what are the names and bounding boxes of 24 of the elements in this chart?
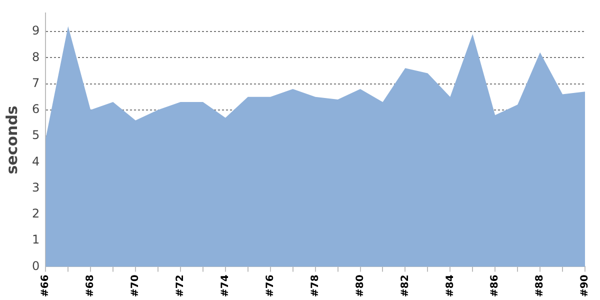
x-tick-label: #84: [444, 274, 456, 297]
x-tick-label: #76: [264, 274, 276, 297]
x-tick-label: #68: [85, 274, 96, 297]
x-tick-label: #66: [40, 274, 52, 297]
y-tick-label: 6: [32, 102, 40, 116]
y-tick-label: 4: [32, 154, 40, 168]
x-tick-label: #86: [490, 274, 501, 297]
y-tick-label: 3: [32, 180, 40, 194]
x-tick-label: #78: [310, 274, 321, 297]
y-tick-label: 0: [32, 258, 40, 273]
y-tick-label: 9: [32, 24, 40, 38]
y-tick-label: 2: [32, 206, 40, 221]
y-tick-label: 5: [32, 128, 40, 142]
x-tick-label: #70: [130, 274, 142, 297]
x-tick-label: #72: [175, 274, 186, 297]
x-tick-label: #82: [400, 274, 411, 297]
x-tick-label: #80: [354, 274, 366, 297]
y-tick-label: 7: [32, 76, 40, 90]
x-tick-label: #88: [534, 274, 546, 297]
y-tick-label: 8: [32, 50, 40, 64]
y-axis-title: seconds: [2, 106, 21, 174]
x-tick-label: #74: [220, 274, 232, 297]
y-tick-label: 1: [32, 232, 40, 247]
x-tick-label: #90: [580, 274, 591, 297]
